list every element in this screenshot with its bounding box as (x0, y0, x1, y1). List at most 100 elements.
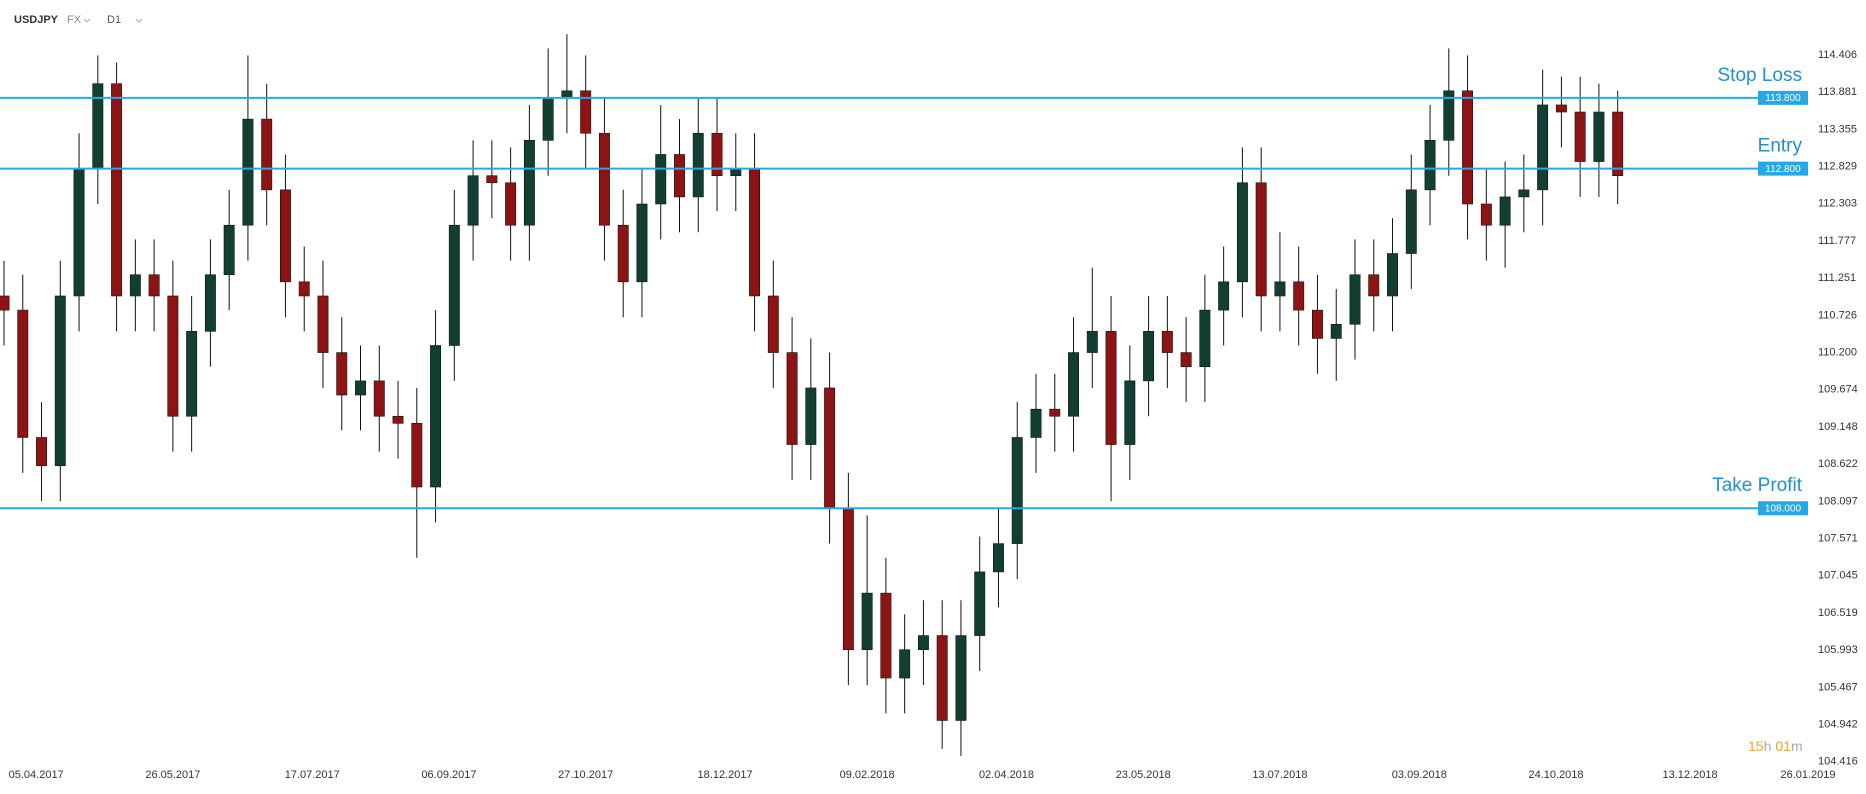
y-tick-label: 109.674 (1818, 384, 1858, 396)
candle-body (317, 295, 329, 353)
price-level-badge (1758, 501, 1808, 516)
x-tick-label: 03.09.2018 (1392, 769, 1447, 781)
candle-body (129, 274, 141, 297)
x-tick-label: 18.12.2017 (698, 769, 753, 781)
y-tick-label: 113.881 (1818, 86, 1857, 98)
countdown-minutes: 01 (1775, 738, 1791, 754)
candle-body (786, 352, 798, 445)
candle-body (1574, 111, 1586, 162)
price-level-value: 113.800 (1765, 93, 1801, 104)
candle-body (1368, 274, 1380, 297)
dropdown-caret[interactable] (135, 18, 143, 23)
candle-body (749, 168, 761, 297)
y-tick-label: 110.726 (1818, 309, 1857, 321)
candle-body (223, 224, 235, 276)
candle-body (1180, 352, 1192, 368)
candle-body (1086, 331, 1098, 353)
candle-body (692, 132, 704, 198)
y-tick-label: 107.045 (1818, 570, 1858, 582)
price-level-name: Take Profit (1712, 475, 1802, 496)
candle-body (1293, 281, 1305, 311)
candle-body (1330, 323, 1342, 339)
candle-body (1236, 182, 1248, 283)
candle-body (598, 132, 610, 226)
market[interactable]: FX (67, 14, 82, 26)
candle-body (36, 437, 47, 467)
candle-body (17, 309, 29, 438)
x-tick-label: 09.02.2018 (840, 769, 895, 781)
countdown: 15h 01m (1748, 738, 1803, 754)
countdown-unit: m (1791, 738, 1803, 754)
candle-body (430, 345, 442, 488)
candle-body (861, 592, 873, 651)
y-tick-label: 106.519 (1818, 607, 1858, 619)
x-tick-label: 02.04.2018 (979, 769, 1034, 781)
candle-body (1124, 380, 1136, 445)
candle-body (1612, 111, 1624, 176)
candle-body (711, 132, 723, 176)
candle-body (148, 274, 160, 297)
candle-body (1387, 253, 1398, 297)
candle-body (505, 182, 517, 226)
candle-body (392, 415, 404, 424)
candle-body (73, 168, 85, 297)
y-tick-label: 104.942 (1818, 718, 1858, 730)
candle-body (1593, 111, 1605, 162)
candle-body (373, 380, 385, 417)
candle-body (974, 571, 986, 636)
candle-body (167, 295, 179, 417)
dropdown-caret[interactable] (83, 18, 91, 23)
candle-body (1199, 309, 1211, 368)
y-tick-label: 110.200 (1818, 346, 1857, 358)
candle-body (1480, 203, 1492, 226)
candle-body (448, 224, 460, 346)
y-tick-label: 114.406 (1818, 49, 1857, 61)
y-tick-label: 111.777 (1818, 235, 1856, 247)
y-tick-label: 105.467 (1818, 681, 1858, 693)
candle-body (617, 224, 629, 283)
price-level-badge (1758, 161, 1808, 176)
x-tick-label: 05.04.2017 (9, 769, 64, 781)
candle-body (542, 97, 554, 141)
candle-body (1312, 309, 1323, 339)
candle-body (1499, 196, 1511, 226)
price-level-badge (1758, 90, 1808, 105)
candle-body (1011, 437, 1023, 544)
symbol[interactable]: USDJPY (14, 14, 59, 26)
candle-body (1274, 281, 1286, 297)
candle-body (0, 295, 10, 311)
candle-body (1424, 140, 1436, 191)
countdown-hours: 15 (1748, 738, 1764, 754)
candle-body (486, 175, 498, 184)
y-tick-label: 108.097 (1818, 495, 1858, 507)
candle-body (204, 274, 216, 332)
candle-body (1049, 408, 1061, 417)
price-level-name: Entry (1758, 136, 1803, 157)
y-tick-label: 107.571 (1818, 532, 1858, 544)
x-tick-label: 13.12.2018 (1663, 769, 1718, 781)
candle-body (355, 380, 366, 396)
candle-body (917, 635, 929, 651)
candle-body (805, 387, 817, 445)
candle-body (298, 281, 310, 297)
candle-body (993, 543, 1004, 573)
candle-body (561, 90, 573, 99)
candle-body (279, 189, 291, 283)
candle-body (955, 635, 967, 721)
candle-body (336, 352, 348, 396)
x-tick-label: 23.05.2018 (1116, 769, 1171, 781)
x-tick-label: 13.07.2018 (1252, 769, 1307, 781)
y-tick-label: 111.251 (1818, 272, 1856, 284)
candle-body (111, 83, 123, 297)
candle-body (580, 90, 592, 134)
timeframe[interactable]: D1 (107, 14, 121, 26)
candle-body (242, 118, 254, 226)
candle-body (467, 175, 479, 226)
candle-body (824, 387, 836, 509)
candle-body (1462, 90, 1474, 205)
x-tick-label: 26.05.2017 (145, 769, 200, 781)
candle-body (1030, 408, 1042, 438)
candle-body (1255, 182, 1267, 297)
candle-body (730, 168, 742, 176)
